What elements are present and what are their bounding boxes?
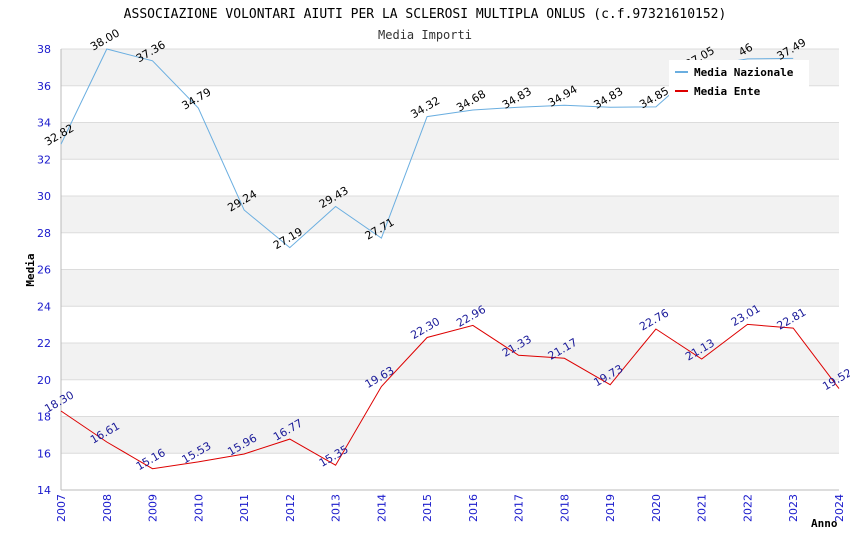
grid-band <box>61 380 839 417</box>
x-tick-label: 2022 <box>741 494 754 522</box>
grid-band <box>61 306 839 343</box>
y-tick-label: 30 <box>37 190 51 203</box>
x-tick-label: 2011 <box>238 494 251 522</box>
grid-band <box>61 196 839 233</box>
x-tick-label: 2015 <box>421 494 434 522</box>
x-tick-label: 2020 <box>650 494 663 522</box>
x-tick-label: 2008 <box>101 494 114 522</box>
x-tick-label: 2007 <box>55 494 68 522</box>
y-tick-label: 14 <box>37 484 51 497</box>
legend-entry: Media Nazionale <box>694 66 794 79</box>
x-tick-label: 2012 <box>284 494 297 522</box>
x-tick-label: 2014 <box>375 494 388 522</box>
grid-band <box>61 453 839 490</box>
chart-subtitle: Media Importi <box>378 28 472 42</box>
grid-bands <box>61 49 839 490</box>
y-tick-label: 38 <box>37 43 51 56</box>
y-tick-label: 22 <box>37 337 51 350</box>
x-tick-label: 2017 <box>513 494 526 522</box>
x-axis-ticks: 2007 2008 2009 2010 2011 2012 2013 2014 2015 2016… <box>55 494 846 522</box>
x-axis-label: Anno <box>811 517 838 530</box>
y-tick-label: 16 <box>37 447 51 460</box>
x-tick-label: 2016 <box>467 494 480 522</box>
grid-band <box>61 417 839 454</box>
grid-band <box>61 159 839 196</box>
legend-entry: Media Ente <box>694 85 761 98</box>
chart-title: ASSOCIAZIONE VOLONTARI AIUTI PER LA SCLE… <box>124 7 727 22</box>
y-tick-label: 20 <box>37 374 51 387</box>
x-tick-label: 2010 <box>192 494 205 522</box>
y-tick-label: 32 <box>37 153 51 166</box>
y-tick-label: 24 <box>37 300 51 313</box>
legend: Media Nazionale Media Ente <box>669 60 809 102</box>
y-tick-label: 34 <box>37 117 51 130</box>
x-tick-label: 2018 <box>558 494 571 522</box>
x-tick-label: 2019 <box>604 494 617 522</box>
y-tick-label: 28 <box>37 227 51 240</box>
x-tick-label: 2013 <box>330 494 343 522</box>
grid-band <box>61 123 839 160</box>
x-tick-label: 2009 <box>147 494 160 522</box>
x-tick-label: 2023 <box>787 494 800 522</box>
grid-band <box>61 270 839 307</box>
y-axis-label: Media <box>24 253 37 286</box>
grid-band <box>61 343 839 380</box>
grid-band <box>61 233 839 270</box>
x-tick-label: 2021 <box>696 494 709 522</box>
y-tick-label: 26 <box>37 264 51 277</box>
y-tick-label: 36 <box>37 80 51 93</box>
